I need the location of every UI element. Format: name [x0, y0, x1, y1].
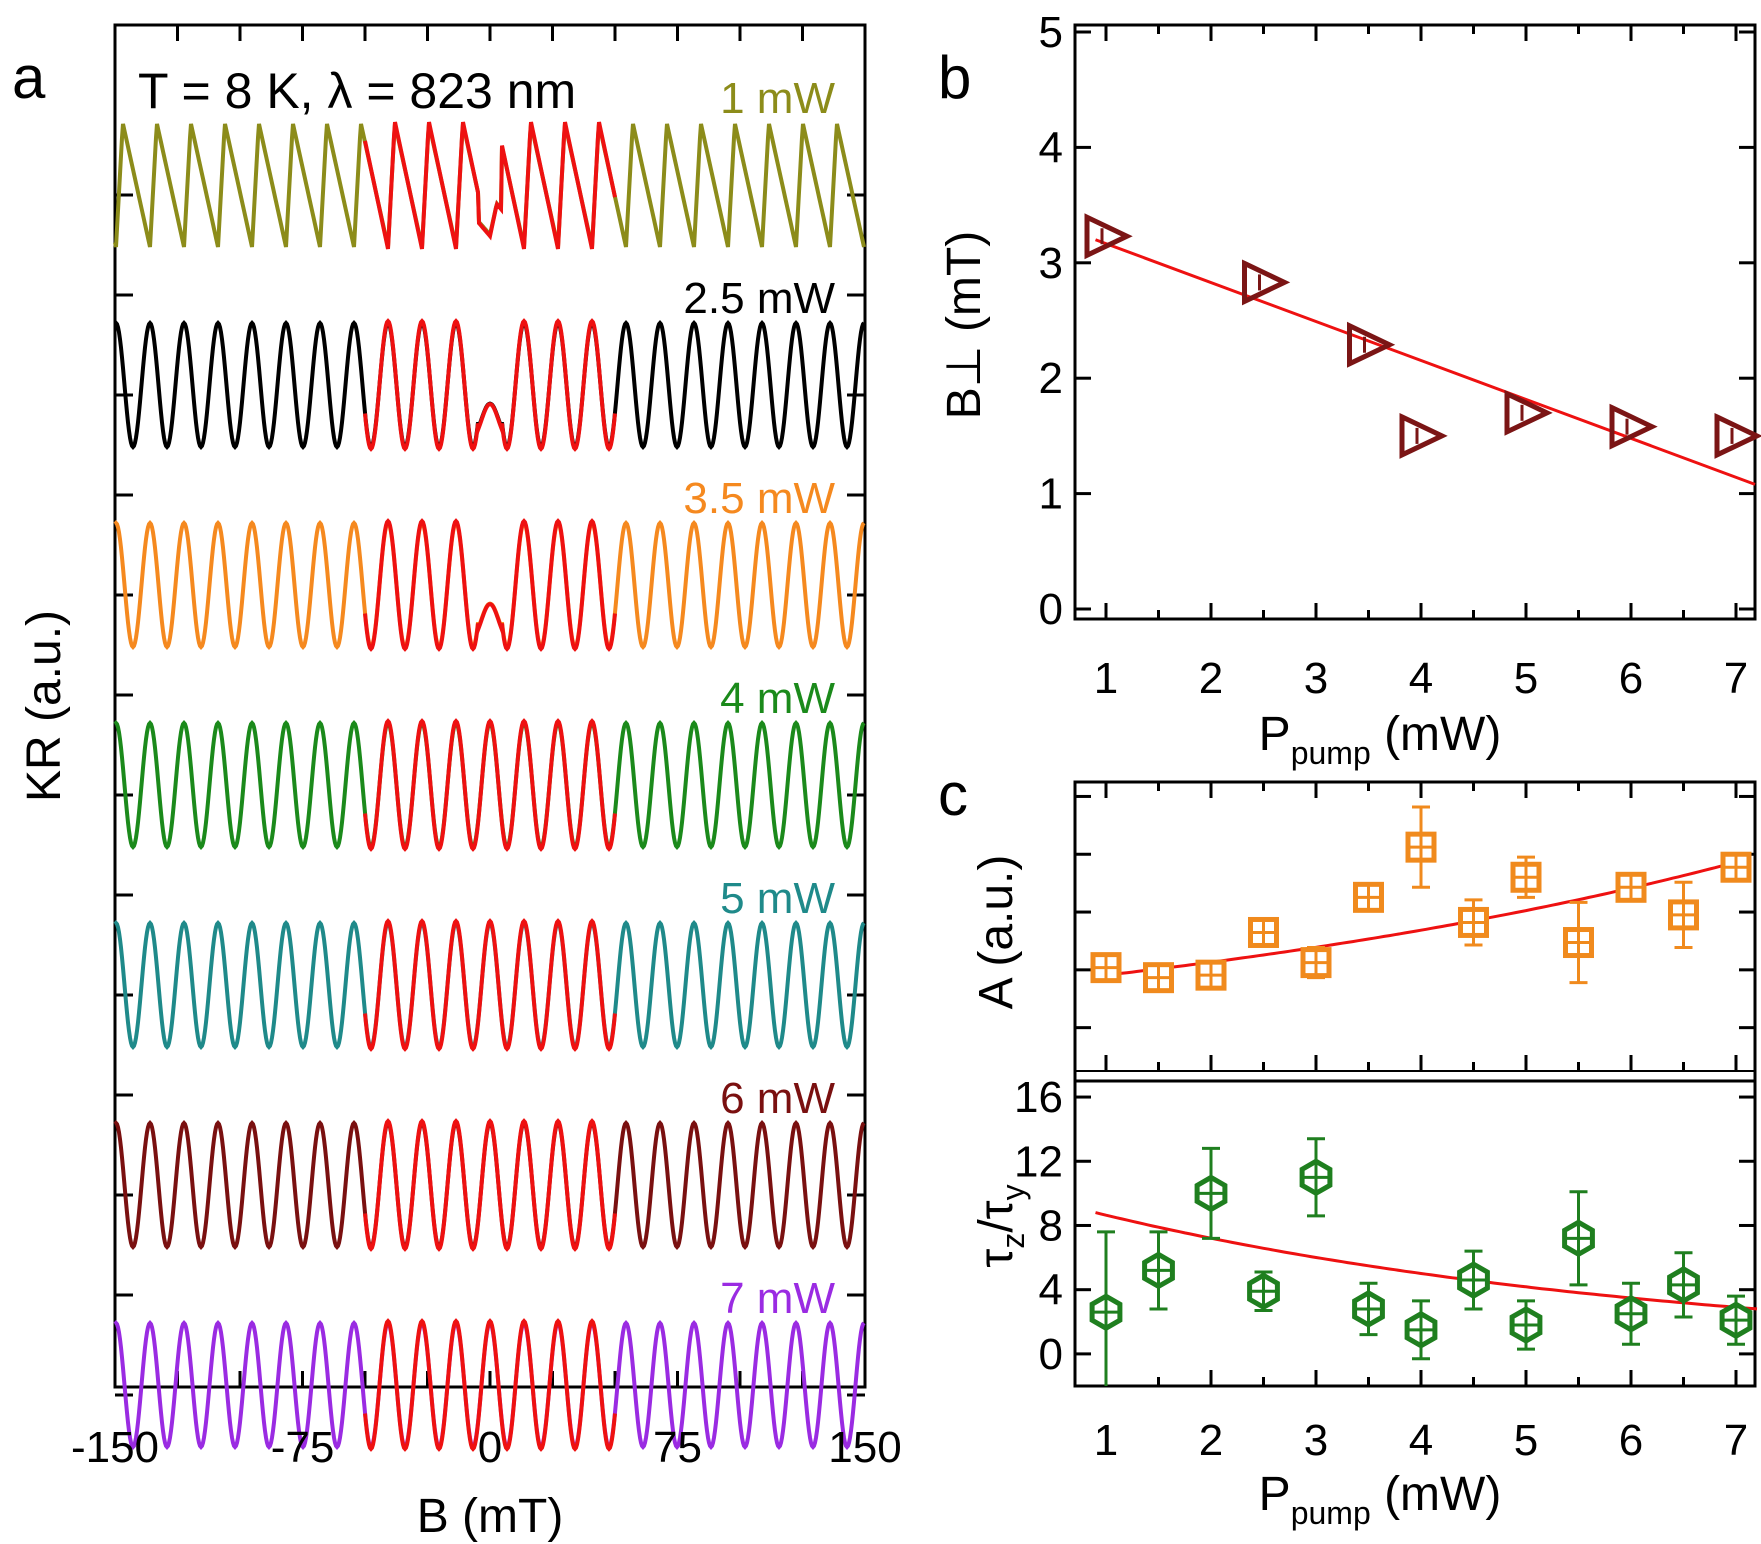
- panel-c-bottom-points: [1089, 1137, 1753, 1386]
- panel-b-xlabel: Ppump (mW): [1259, 708, 1502, 771]
- y-tick-label: 16: [1014, 1073, 1063, 1122]
- b-data-point: [1347, 321, 1396, 368]
- panel-b-fit: [1094, 238, 1756, 486]
- x-tick-label: 1: [1094, 654, 1118, 703]
- panel-a-xlabel: B (mT): [417, 1490, 564, 1543]
- x-tick-label: 150: [828, 1423, 901, 1472]
- kr-trace-2p5-mW: [113, 320, 866, 450]
- x-tick-label: 4: [1409, 1416, 1433, 1465]
- x-tick-label: -75: [271, 1423, 335, 1472]
- series-label: 5 mW: [720, 874, 835, 923]
- y-tick-label: 3: [1039, 239, 1063, 288]
- panel-a-x-tick-labels: -150 -75 0 75 150: [71, 1423, 902, 1472]
- b-data-point: [1714, 412, 1761, 459]
- panel-c-bottom-fit: [1095, 1211, 1758, 1311]
- b-data-point: [1242, 259, 1291, 306]
- series-label: 3.5 mW: [683, 474, 835, 523]
- x-tick-label: 5: [1514, 1416, 1538, 1465]
- y-tick-label: 4: [1039, 1266, 1063, 1315]
- x-tick-label: 3: [1304, 654, 1328, 703]
- kr-fit: [363, 318, 617, 452]
- kr-fit: [363, 518, 617, 652]
- panel-a-condition: T = 8 K, λ = 823 nm: [138, 63, 576, 119]
- panel-b-ylabel: B⊥ (mT): [938, 231, 991, 419]
- kr-trace-5-mW: [113, 920, 866, 1050]
- x-tick-label: -150: [71, 1423, 159, 1472]
- panel-a-series-labels: 1 mW 2.5 mW 3.5 mW 4 mW 5 mW 6 mW 7 mW: [683, 74, 835, 1323]
- x-tick-label: 2: [1199, 1416, 1223, 1465]
- b-data-point: [1399, 412, 1448, 459]
- b-data-point: [1609, 403, 1658, 450]
- panel-c-top-axes: [1075, 782, 1755, 1071]
- series-label: 4 mW: [720, 674, 835, 723]
- x-tick-label: 75: [653, 1423, 702, 1472]
- series-label: 7 mW: [720, 1274, 835, 1323]
- panel-c-xlabel: Ppump (mW): [1259, 1468, 1502, 1531]
- x-tick-label: 6: [1619, 1416, 1643, 1465]
- x-tick-label: 6: [1619, 654, 1643, 703]
- x-tick-label: 7: [1724, 1416, 1748, 1465]
- tau-fit-curve: [1095, 1211, 1758, 1311]
- y-tick-label: 0: [1039, 585, 1063, 634]
- b-fit-line: [1094, 238, 1756, 486]
- x-tick-label: 0: [478, 1423, 502, 1472]
- panel-a: 1 mW 2.5 mW 3.5 mW 4 mW 5 mW 6 mW 7 mW -150 -75…: [12, 23, 902, 1543]
- panel-a-ylabel: KR (a.u.): [18, 610, 71, 802]
- x-tick-label: 4: [1409, 654, 1433, 703]
- kr-trace-1-mW: [113, 123, 866, 248]
- series-label: 1 mW: [720, 74, 835, 123]
- panel-b-frame: [1073, 23, 1757, 621]
- y-tick-label: 8: [1039, 1201, 1063, 1250]
- panel-a-letter: a: [12, 44, 46, 111]
- panel-c-top-ylabel: A (a.u.): [970, 855, 1023, 1010]
- b-data-point: [1084, 213, 1133, 260]
- panel-b-letter: b: [938, 44, 971, 111]
- y-tick-label: 4: [1039, 123, 1063, 172]
- x-tick-label: 1: [1094, 1416, 1118, 1465]
- kr-trace-4-mW: [113, 720, 866, 850]
- x-tick-label: 7: [1724, 654, 1748, 703]
- y-tick-label: 1: [1039, 470, 1063, 519]
- panel-c-bottom-ylabel: τz/τy: [970, 1184, 1031, 1267]
- panel-c-letter: c: [938, 761, 968, 828]
- kr-trace-3p5-mW: [113, 520, 866, 650]
- series-label: 6 mW: [720, 1074, 835, 1123]
- kr-fit: [363, 1318, 617, 1452]
- kr-trace-6-mW: [113, 1120, 866, 1250]
- panel-c-top-points: [1090, 805, 1752, 994]
- kr-fit: [363, 918, 617, 1052]
- x-tick-label: 5: [1514, 654, 1538, 703]
- panel-b-points: [1084, 213, 1761, 459]
- x-tick-label: 2: [1199, 654, 1223, 703]
- panel-c-frame: [1073, 780, 1757, 1388]
- x-tick-label: 3: [1304, 1416, 1328, 1465]
- series-label: 2.5 mW: [683, 274, 835, 323]
- y-tick-label: 5: [1039, 8, 1063, 57]
- y-tick-label: 12: [1014, 1137, 1063, 1186]
- kr-fit: [363, 121, 617, 250]
- kr-fit: [363, 1118, 617, 1252]
- panel-a-traces: [113, 121, 866, 1452]
- y-tick-label: 0: [1039, 1330, 1063, 1379]
- panel-a-ticks: [113, 25, 867, 1397]
- b-data-point: [1504, 389, 1553, 436]
- kr-fit: [363, 718, 617, 852]
- y-tick-label: 2: [1039, 354, 1063, 403]
